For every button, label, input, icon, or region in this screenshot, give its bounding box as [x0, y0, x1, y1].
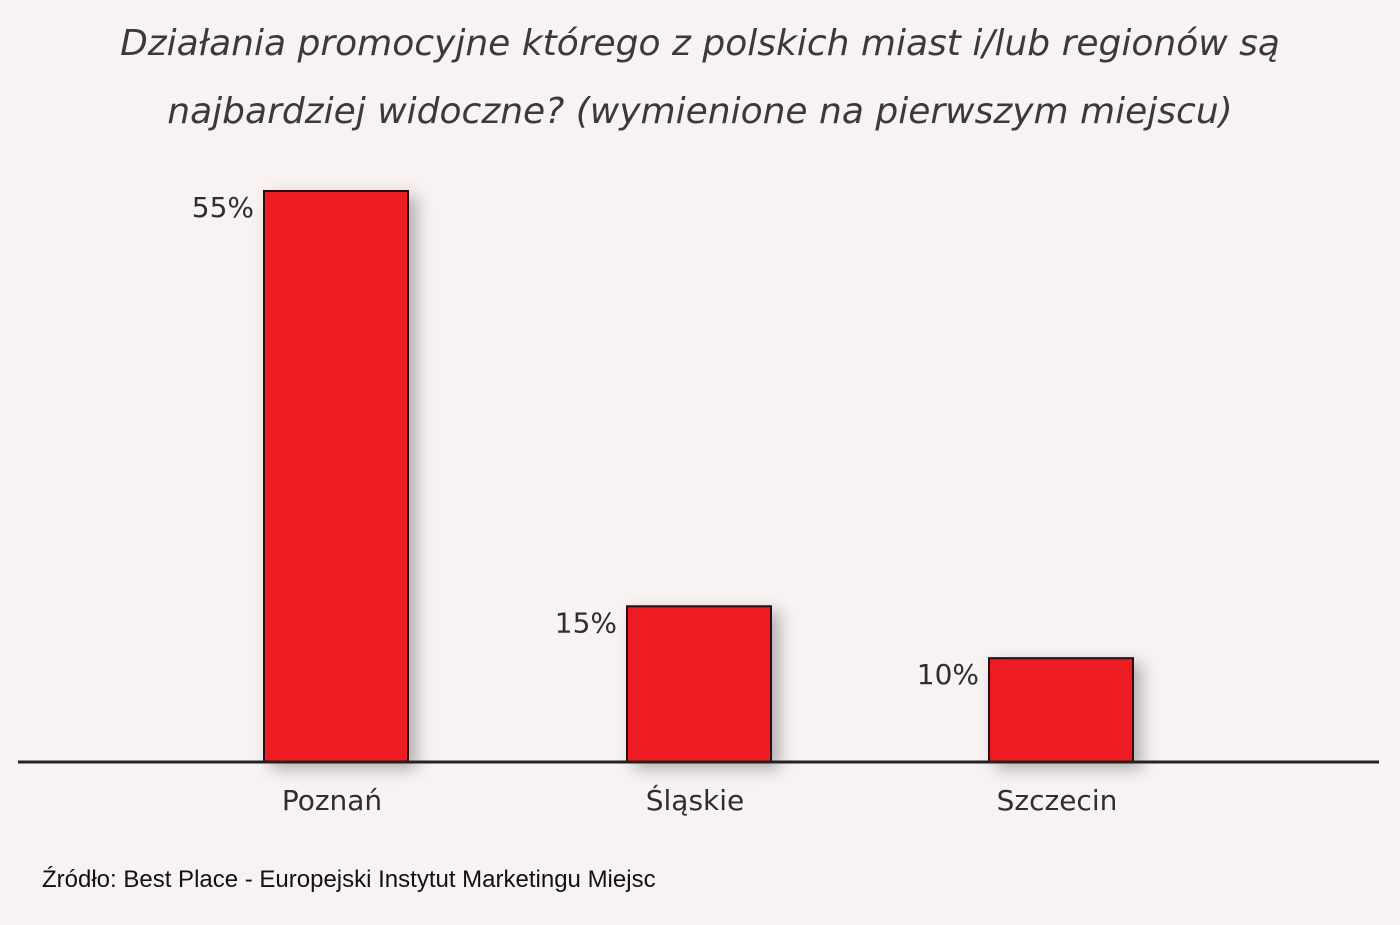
bar-0 [263, 190, 409, 763]
category-labels-group: Poznań Śląskie Szczecin [282, 783, 1118, 817]
value-label-2: 10% [917, 658, 979, 691]
chart-title: Działania promocyjne którego z polskich … [0, 10, 1400, 146]
category-label-0: Poznań [282, 784, 382, 817]
category-label-1: Śląskie [646, 783, 745, 817]
category-label-2: Szczecin [997, 784, 1118, 817]
source-note: Źródło: Best Place - Europejski Instytut… [42, 866, 656, 893]
value-label-1: 15% [555, 606, 617, 639]
bar-2 [988, 657, 1134, 764]
bar-1 [626, 605, 772, 763]
value-labels-group: 55% 15% 10% [192, 191, 979, 691]
chart-title-line-1: Działania promocyjne którego z polskich … [120, 23, 1280, 64]
chart-title-line-2: najbardziej widoczne? (wymienione na pie… [167, 91, 1233, 132]
value-label-0: 55% [192, 191, 254, 224]
bars-group [263, 190, 1134, 764]
